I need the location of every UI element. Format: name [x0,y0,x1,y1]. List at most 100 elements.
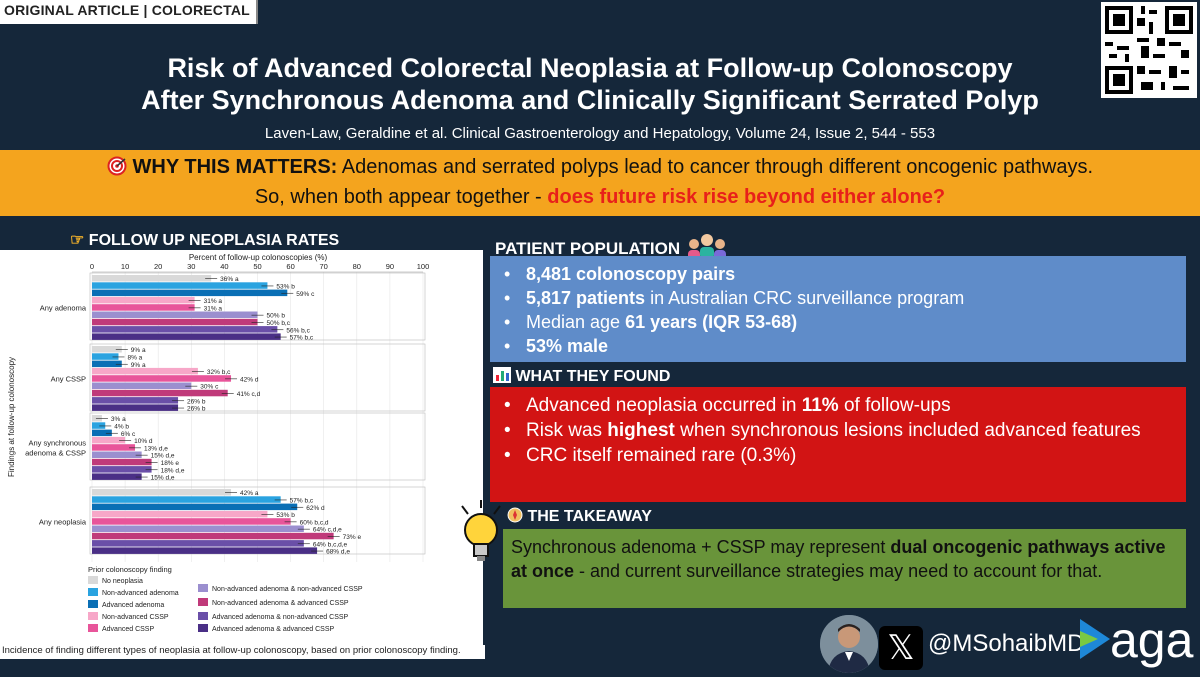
x-tick-label: 20 [154,262,162,271]
target-icon [107,156,133,178]
data-label: 32% b,c [207,369,231,376]
bar [92,375,232,382]
legend-swatch [198,598,208,606]
takeaway-title: THE TAKEAWAY [527,508,652,525]
x-tick-label: 90 [386,262,394,271]
data-label: 26% b [187,398,206,405]
title-line-1: Risk of Advanced Colorectal Neoplasia at… [167,53,1013,83]
legend-swatch [198,612,208,620]
qr-code-icon [1101,2,1197,98]
data-label: 9% a [131,362,146,369]
data-label: 18% e [161,460,180,467]
x-tick-label: 100 [417,262,430,271]
bar [92,473,142,480]
bar [92,489,232,496]
group-frame [89,412,426,481]
data-label: 57% b,c [290,497,314,504]
x-tick-label: 10 [121,262,129,271]
bar [92,547,318,554]
avatar[interactable] [820,615,878,673]
legend-entry: Non-advanced adenoma & non-advanced CSSP [212,586,363,593]
found-title: WHAT THEY FOUND [515,368,671,385]
title-line-2: After Synchronous Adenoma and Clinically… [141,85,1039,115]
legend-swatch [88,624,98,632]
data-label: 31% a [204,298,223,305]
data-label: 53% b [276,283,295,290]
legend-entry: Advanced adenoma & non-advanced CSSP [212,614,349,621]
why-highlight: does future risk rise beyond either alon… [547,186,946,208]
y-axis-label: Findings at follow-up colonoscopy [7,357,16,477]
bar [92,503,298,511]
chart-section-title: FOLLOW UP NEOPLASIA RATES [88,232,340,249]
bar [92,318,258,326]
legend-entry: Advanced CSSP [102,626,154,633]
bar [92,444,136,451]
legend-swatch [88,576,98,584]
group-frame [89,486,426,555]
found-item: Advanced neoplasia occurred in 11% of fo… [490,393,1186,418]
takeaway-header: THE TAKEAWAY [507,507,652,526]
lightbulb-icon [456,500,506,575]
data-label: 36% a [220,276,239,283]
chart-caption: Incidence of finding different types of … [0,645,485,659]
bar [92,404,179,411]
x-tick-label: 70 [320,262,328,271]
data-label: 10% d [134,438,153,445]
bar-chart-icon [493,367,515,385]
data-label: 13% d,e [144,445,168,452]
why-text-2: So, when both appear together - [254,186,548,208]
population-title: PATIENT POPULATION [495,239,681,258]
legend-entry: Non-advanced CSSP [102,614,169,621]
data-label: 59% c [296,291,315,298]
bar [92,353,119,360]
x-logo-icon[interactable]: 𝕏 [879,626,923,670]
bar [92,382,192,389]
why-label: WHY THIS MATTERS: [132,156,338,178]
legend-title: Prior colonoscopy finding [88,565,172,574]
legend-entry: Non-advanced adenoma [102,590,179,597]
pointing-hand-icon: ☞ [70,232,85,249]
data-label: 60% b,c,d [300,519,329,526]
citation: Laven-Law, Geraldine et al. Clinical Gas… [264,125,936,142]
data-label: 50% b [267,313,286,320]
population-item: Median age 61 years (IQR 53-68) [490,310,1186,334]
x-axis-label: Percent of follow-up colonoscopies (%) [189,253,328,262]
qr-code[interactable] [1101,2,1197,98]
social-handle[interactable]: @MSohaibMD [928,630,1085,657]
legend-swatch [88,600,98,608]
bar [92,466,152,473]
x-tick-label: 0 [90,262,94,271]
x-tick-label: 30 [187,262,195,271]
neoplasia-bar-chart: Percent of follow-up colonoscopies (%) 0 1… [7,253,430,633]
takeaway-text: Synchronous adenoma + CSSP may represent… [511,537,1166,581]
found-item: Risk was highest when synchronous lesion… [490,418,1186,443]
bar [92,525,304,532]
data-label: 8% a [127,354,142,361]
bar [92,518,291,525]
data-label: 6% c [121,431,136,438]
bar [92,296,195,304]
legend-entry: Advanced adenoma [102,602,164,609]
legend-entry: Advanced adenoma & advanced CSSP [212,626,335,633]
bar [92,532,334,540]
compass-icon [507,507,527,525]
population-item: 5,817 patients in Australian CRC surveil… [490,286,1186,310]
data-label: 4% b [114,423,129,430]
data-label: 9% a [131,347,146,354]
found-header: WHAT THEY FOUND [493,367,670,386]
why-line-2: So, when both appear together - does fut… [0,186,1200,209]
bar [92,496,281,503]
data-label: 30% c [200,384,219,391]
category-label: Any neoplasia [39,518,87,527]
legend-swatch [198,624,208,632]
bar [92,311,258,318]
article-type-tag: ORIGINAL ARTICLE | COLORECTAL [0,0,258,24]
bar [92,275,212,282]
group-frame [89,272,426,341]
population-box: 8,481 colonoscopy pairs 5,817 patients i… [490,256,1186,362]
legend-swatch [88,612,98,620]
bar [92,333,281,340]
bar [92,389,228,397]
category-label: Any CSSP [51,375,86,384]
data-label: 18% d,e [161,467,185,474]
